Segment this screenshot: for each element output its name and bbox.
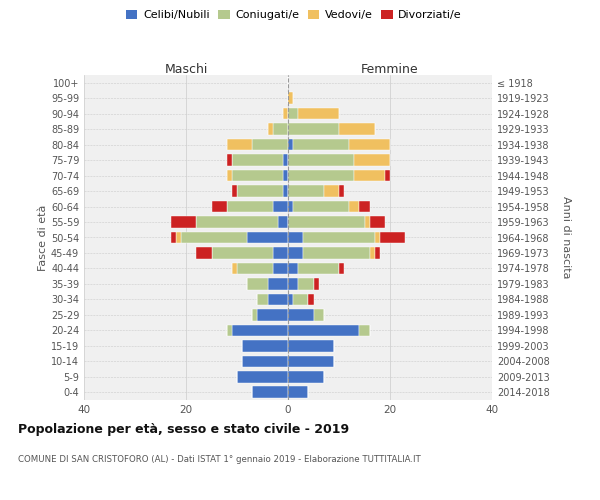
Bar bbox=[171, 232, 176, 243]
Bar bbox=[283, 154, 288, 166]
Bar bbox=[232, 324, 288, 336]
Bar bbox=[257, 294, 268, 305]
Bar bbox=[349, 139, 390, 150]
Bar bbox=[247, 278, 268, 289]
Text: COMUNE DI SAN CRISTOFORO (AL) - Dati ISTAT 1° gennaio 2019 - Elaborazione TUTTIT: COMUNE DI SAN CRISTOFORO (AL) - Dati IST… bbox=[18, 455, 421, 464]
Bar bbox=[242, 340, 288, 351]
Bar bbox=[298, 108, 339, 120]
Bar bbox=[304, 247, 370, 259]
Bar bbox=[253, 309, 257, 320]
Bar bbox=[176, 232, 181, 243]
Bar bbox=[171, 216, 196, 228]
Bar bbox=[288, 356, 334, 367]
Bar bbox=[355, 170, 385, 181]
Bar bbox=[293, 294, 308, 305]
Bar bbox=[227, 200, 273, 212]
Bar bbox=[355, 154, 390, 166]
Bar bbox=[283, 170, 288, 181]
Bar bbox=[268, 294, 288, 305]
Bar bbox=[283, 108, 288, 120]
Bar bbox=[227, 154, 232, 166]
Bar bbox=[288, 216, 365, 228]
Legend: Celibi/Nubili, Coniugati/e, Vedovi/e, Divorziati/e: Celibi/Nubili, Coniugati/e, Vedovi/e, Di… bbox=[122, 6, 466, 25]
Text: Popolazione per età, sesso e stato civile - 2019: Popolazione per età, sesso e stato civil… bbox=[18, 422, 349, 436]
Bar bbox=[380, 232, 406, 243]
Bar bbox=[288, 232, 304, 243]
Bar bbox=[288, 386, 308, 398]
Bar bbox=[370, 216, 385, 228]
Bar bbox=[288, 170, 355, 181]
Bar bbox=[273, 262, 288, 274]
Bar bbox=[304, 232, 375, 243]
Bar bbox=[232, 170, 283, 181]
Bar bbox=[196, 216, 278, 228]
Bar bbox=[237, 262, 273, 274]
Bar bbox=[288, 92, 293, 104]
Bar bbox=[339, 262, 344, 274]
Bar bbox=[359, 324, 370, 336]
Bar bbox=[288, 139, 293, 150]
Bar bbox=[288, 262, 298, 274]
Bar bbox=[237, 371, 288, 382]
Bar bbox=[273, 124, 288, 135]
Bar bbox=[227, 324, 232, 336]
Bar bbox=[288, 294, 293, 305]
Bar bbox=[349, 200, 359, 212]
Bar bbox=[232, 154, 283, 166]
Bar bbox=[288, 200, 293, 212]
Bar bbox=[293, 200, 349, 212]
Bar bbox=[257, 309, 288, 320]
Bar bbox=[288, 324, 359, 336]
Bar bbox=[273, 200, 288, 212]
Text: Femmine: Femmine bbox=[361, 63, 419, 76]
Bar bbox=[314, 309, 324, 320]
Bar bbox=[253, 139, 288, 150]
Bar bbox=[293, 139, 349, 150]
Bar bbox=[273, 247, 288, 259]
Bar bbox=[268, 124, 273, 135]
Bar bbox=[268, 278, 288, 289]
Bar bbox=[339, 186, 344, 197]
Y-axis label: Fasce di età: Fasce di età bbox=[38, 204, 48, 270]
Bar bbox=[227, 170, 232, 181]
Bar bbox=[385, 170, 390, 181]
Bar bbox=[278, 216, 288, 228]
Bar bbox=[375, 232, 380, 243]
Bar bbox=[227, 139, 253, 150]
Bar bbox=[375, 247, 380, 259]
Bar bbox=[288, 309, 314, 320]
Bar bbox=[298, 262, 339, 274]
Bar bbox=[288, 278, 298, 289]
Bar bbox=[196, 247, 212, 259]
Bar bbox=[314, 278, 319, 289]
Bar bbox=[288, 108, 298, 120]
Bar bbox=[288, 371, 324, 382]
Bar bbox=[288, 247, 304, 259]
Bar bbox=[288, 154, 355, 166]
Bar bbox=[365, 216, 370, 228]
Bar bbox=[308, 294, 314, 305]
Bar bbox=[232, 262, 237, 274]
Bar bbox=[212, 247, 273, 259]
Bar bbox=[298, 278, 314, 289]
Bar bbox=[370, 247, 375, 259]
Bar bbox=[288, 340, 334, 351]
Y-axis label: Anni di nascita: Anni di nascita bbox=[561, 196, 571, 279]
Bar bbox=[242, 356, 288, 367]
Text: Maschi: Maschi bbox=[164, 63, 208, 76]
Bar bbox=[339, 124, 375, 135]
Bar bbox=[359, 200, 370, 212]
Bar bbox=[324, 186, 339, 197]
Bar bbox=[283, 186, 288, 197]
Bar bbox=[288, 186, 324, 197]
Bar bbox=[232, 186, 237, 197]
Bar bbox=[253, 386, 288, 398]
Bar bbox=[181, 232, 247, 243]
Bar bbox=[212, 200, 227, 212]
Bar bbox=[247, 232, 288, 243]
Bar bbox=[237, 186, 283, 197]
Bar bbox=[288, 124, 339, 135]
